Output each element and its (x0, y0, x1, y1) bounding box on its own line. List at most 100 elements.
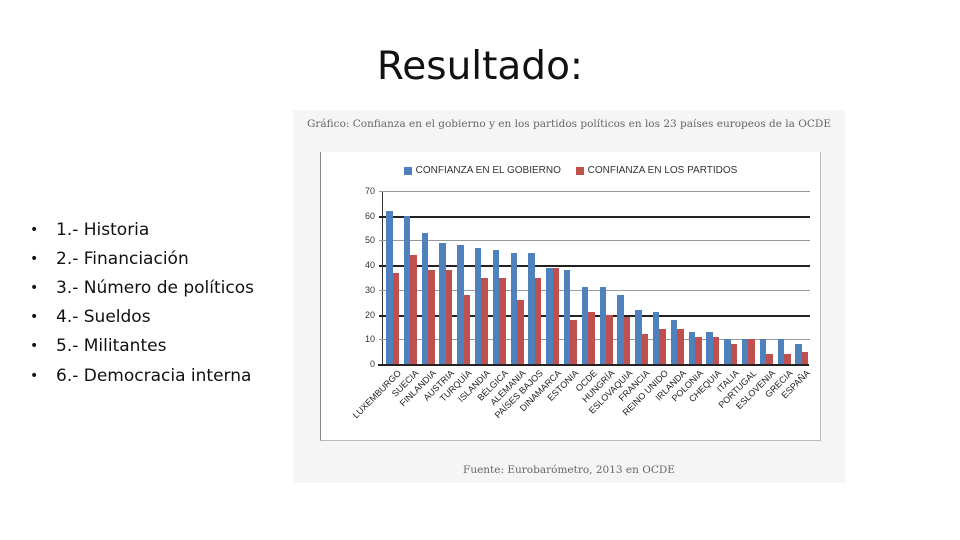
bar-gobierno (706, 331, 713, 364)
bar-gobierno (563, 270, 571, 364)
chart-source: Fuente: Eurobarómetro, 2013 en OCDE (463, 464, 675, 476)
legend-item-partidos: CONFIANZA EN LOS PARTIDOS (575, 165, 738, 176)
bullet-list: • 1.- Historia • 2.- Financiación • 3.- Núm… (30, 215, 254, 390)
x-tick: FINLANDIA (398, 366, 438, 446)
bar-partidos (534, 277, 542, 364)
bullet-icon: • (30, 367, 39, 384)
bullet-text: 3.- Número de políticos (56, 277, 254, 298)
bar-group (721, 191, 739, 364)
bar-group (525, 191, 543, 364)
legend-swatch-blue (403, 166, 412, 175)
y-tick-label: 40 (364, 260, 375, 271)
bar-group (579, 191, 597, 364)
bar-partidos (730, 344, 738, 364)
bar-partidos (677, 329, 684, 364)
bar-group (739, 191, 757, 364)
bar-partidos (766, 354, 773, 364)
bar-group (543, 191, 561, 364)
bar-gobierno (741, 339, 749, 364)
bar-gobierno (474, 247, 482, 364)
bar-partidos (481, 277, 488, 364)
bar-group (436, 191, 454, 364)
bar-gobierno (510, 252, 518, 364)
bullet-icon: • (30, 250, 39, 267)
bar-gobierno (688, 331, 696, 364)
gridline (379, 215, 810, 218)
bar-gobierno (599, 287, 607, 364)
bar-group (419, 191, 437, 364)
bar-partidos (659, 329, 666, 364)
bullet-icon: • (30, 279, 39, 296)
legend-swatch-red (575, 166, 584, 175)
x-tick: REINO UNIDO (620, 366, 670, 446)
bar-group (686, 191, 704, 364)
bar-partidos (712, 336, 720, 364)
x-tick: LUXEMBURGO (351, 366, 403, 446)
bar-groups (383, 191, 810, 364)
bar-group (703, 191, 721, 364)
bar-group (472, 191, 490, 364)
legend-item-gobierno: CONFIANZA EN EL GOBIERNO (403, 165, 561, 176)
x-tick: ESPAÑA (780, 366, 812, 446)
bar-group (614, 191, 632, 364)
bar-gobierno (617, 294, 624, 364)
gridline (379, 191, 810, 192)
bar-group (561, 191, 579, 364)
chart-caption: Gráfico: Confianza en el gobierno y en l… (307, 118, 831, 130)
bullet-text: 1.- Historia (56, 219, 150, 240)
y-tick-label: 30 (364, 284, 375, 295)
bar-gobierno (403, 215, 411, 364)
bar-group (383, 191, 401, 364)
x-tick: AUSTRIA (422, 366, 457, 446)
bar-partidos (517, 299, 524, 364)
bar-gobierno (759, 339, 767, 364)
x-tick: ISLANDIA (456, 366, 492, 446)
y-tick-label: 0 (369, 359, 375, 369)
y-tick-label: 10 (364, 334, 375, 345)
chart-legend: CONFIANZA EN EL GOBIERNO CONFIANZA EN LO… (321, 165, 820, 178)
bar-group (775, 191, 793, 364)
bullet-item: • 4.- Sueldos (30, 303, 254, 332)
bar-gobierno (795, 344, 802, 364)
bar-gobierno (777, 339, 785, 364)
chart-image-panel: Gráfico: Confianza en el gobierno y en l… (293, 110, 845, 483)
chart-frame: CONFIANZA EN EL GOBIERNO CONFIANZA EN LO… (320, 152, 821, 441)
gridline (379, 240, 810, 242)
x-axis-labels: LUXEMBURGO SUECIA FINLANDIA AUSTRIA TURQUÍA I… (351, 366, 813, 446)
bullet-item: • 5.- Militantes (30, 332, 254, 361)
bar-partidos (784, 354, 791, 364)
bullet-text: 2.- Financiación (56, 248, 189, 269)
x-tick: GRECIA (763, 366, 794, 446)
bar-gobierno (635, 309, 642, 364)
y-tick-label: 70 (364, 186, 375, 196)
bar-partidos (801, 351, 809, 364)
bullet-item: • 3.- Número de políticos (30, 273, 254, 302)
bar-group (757, 191, 775, 364)
bar-partidos (606, 314, 613, 364)
bar-partidos (410, 255, 417, 364)
bar-group (668, 191, 686, 364)
x-tick: ESTONIA (546, 366, 581, 446)
bar-partidos (748, 339, 755, 364)
x-tick: IRLANDA (653, 366, 688, 446)
bullet-text: 5.- Militantes (56, 336, 167, 357)
bar-partidos (695, 336, 702, 364)
x-tick: TURQUÍA (438, 366, 474, 446)
bar-gobierno (492, 250, 500, 364)
bar-partidos (552, 267, 560, 364)
bullet-item: • 1.- Historia (30, 215, 254, 244)
bullet-icon: • (30, 221, 39, 238)
plot-area: 0 10 20 30 40 50 60 70 (365, 186, 810, 369)
bar-group (632, 191, 650, 364)
slide-title-text: Resultado: (376, 44, 584, 89)
bar-gobierno (457, 245, 464, 364)
bar-gobierno (670, 319, 678, 364)
legend-label: CONFIANZA EN LOS PARTIDOS (587, 165, 738, 176)
x-tick: POLONIA (670, 366, 705, 446)
bar-group (454, 191, 472, 364)
bullet-icon: • (30, 338, 39, 355)
bar-group (650, 191, 668, 364)
bar-partidos (641, 334, 649, 364)
bar-gobierno (581, 287, 589, 364)
bullet-item: • 2.- Financiación (30, 244, 254, 273)
